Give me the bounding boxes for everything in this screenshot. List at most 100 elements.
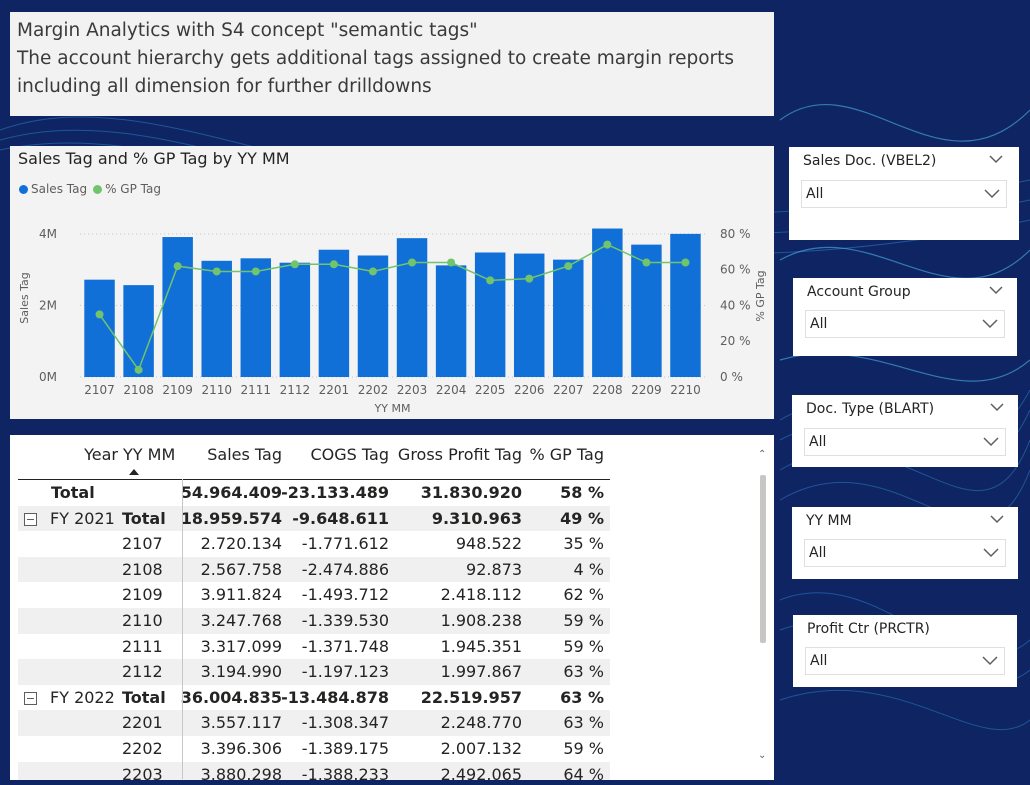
cell-sales: 54.964.409: [180, 483, 282, 502]
table-row[interactable]: 2107 2.720.134 -1.771.612 948.522 35 %: [18, 531, 610, 557]
slicer-value: All: [806, 186, 824, 202]
col-header-sales[interactable]: Sales Tag: [207, 445, 282, 464]
cell-cogs: -1.197.123: [301, 662, 389, 682]
slicer-dropdown[interactable]: All: [805, 310, 1005, 338]
cell-sales: 18.959.574: [180, 508, 282, 528]
cell-pct: 49 %: [560, 508, 604, 528]
bar-sales-tag: [123, 285, 154, 377]
slicer-yymm[interactable]: YY MM All: [792, 507, 1018, 579]
slicer-dropdown[interactable]: All: [805, 647, 1005, 675]
cell-pct: 63 %: [563, 662, 604, 682]
slicer-doc-type[interactable]: Doc. Type (BLART) All: [792, 395, 1018, 467]
chart-legend: Sales Tag % GP Tag: [19, 182, 167, 196]
table-scrollbar[interactable]: ⌃ ⌄: [758, 445, 770, 770]
table-row[interactable]: 2111 3.317.099 -1.371.748 1.945.351 59 %: [18, 634, 610, 660]
grand-total-row[interactable]: Total 54.964.409 -23.133.489 31.830.920 58 %: [18, 480, 610, 506]
cell-yymm: 2203: [122, 764, 163, 780]
bar-sales-tag: [592, 228, 623, 377]
cell-sales: 3.880.298: [200, 764, 282, 780]
table-row[interactable]: 2201 3.557.117 -1.308.347 2.248.770 63 %: [18, 710, 610, 736]
cell-yymm: 2110: [122, 611, 163, 630]
cell-sales: 36.004.835: [180, 687, 282, 707]
table-row[interactable]: 2203 3.880.298 -1.388.233 2.492.065 64 %: [18, 761, 610, 780]
slicer-profit-ctr[interactable]: Profit Ctr (PRCTR) All: [793, 615, 1017, 687]
cell-pct: 63 %: [560, 687, 604, 707]
scroll-up-icon[interactable]: ⌃: [758, 449, 767, 460]
cell-gp: 2.492.065: [440, 764, 522, 780]
chevron-down-icon[interactable]: [990, 402, 1004, 412]
scroll-thumb[interactable]: [760, 475, 766, 643]
point-gp-tag: [368, 267, 377, 276]
x-tick-label: 2108: [123, 383, 154, 397]
col-header-gp[interactable]: Gross Profit Tag: [397, 445, 522, 464]
subtotal-row[interactable]: FY 2021 Total 18.959.574 -9.648.611 9.310.96…: [18, 505, 610, 532]
chevron-down-icon[interactable]: [990, 514, 1004, 524]
cell-gp: 2.418.112: [440, 585, 522, 605]
point-gp-tag: [447, 258, 456, 267]
bar-sales-tag: [513, 253, 545, 377]
x-tick-label: 2110: [201, 383, 232, 397]
margin-matrix[interactable]: Year YY MM Sales Tag COGS Tag Gross Prof…: [10, 435, 774, 780]
bar-sales-tag: [201, 260, 232, 377]
point-gp-tag: [134, 365, 143, 374]
chart-title: Sales Tag and % GP Tag by YY MM: [18, 149, 290, 168]
cell-yymm: 2111: [122, 636, 163, 656]
legend-item-sales[interactable]: Sales Tag: [19, 182, 87, 196]
cell-pct: 58 %: [560, 483, 604, 502]
slicer-value: All: [809, 545, 827, 561]
cell-gp: 1.997.867: [440, 662, 522, 682]
legend-label-sales: Sales Tag: [31, 182, 88, 196]
bar-sales-tag: [240, 258, 272, 377]
cell-year: FY 2022: [50, 687, 115, 707]
collapse-icon[interactable]: [24, 691, 37, 705]
slicer-value: All: [810, 653, 828, 669]
slicer-sales-doc[interactable]: Sales Doc. (VBEL2) All: [789, 147, 1019, 240]
slicer-dropdown[interactable]: All: [804, 539, 1006, 567]
table-row[interactable]: 2112 3.194.990 -1.197.123 1.997.867 63 %: [18, 659, 610, 685]
cell-sales: 3.557.117: [200, 713, 282, 733]
cell-sales: 2.567.758: [200, 559, 282, 579]
dropdown-chevron-icon: [982, 656, 998, 666]
legend-dot-sales: [19, 184, 28, 194]
table-row[interactable]: 2110 3.247.768 -1.339.530 1.908.238 59 %: [18, 608, 610, 634]
slicer-title: Doc. Type (BLART): [806, 401, 935, 417]
point-gp-tag: [486, 276, 495, 285]
subtotal-row[interactable]: FY 2022 Total 36.004.835 -13.484.878 22.519.…: [18, 685, 610, 711]
chevron-down-icon[interactable]: [989, 285, 1003, 295]
cell-pct: 63 %: [563, 713, 604, 733]
point-gp-tag: [212, 267, 221, 276]
y-tick-label: 4M: [39, 227, 57, 241]
legend-dot-gp: [93, 184, 103, 194]
slicer-title: Account Group: [807, 284, 911, 300]
slicer-account-group[interactable]: Account Group All: [793, 278, 1017, 356]
cell-yymm: 2107: [122, 534, 163, 554]
cell-yymm: 2109: [122, 585, 163, 605]
col-header-yymm[interactable]: YY MM: [123, 445, 176, 464]
cell-yymm: 2201: [122, 713, 163, 733]
col-header-cogs[interactable]: COGS Tag: [310, 445, 390, 464]
point-gp-tag: [564, 262, 573, 271]
point-gp-tag: [642, 258, 651, 267]
table-row[interactable]: 2202 3.396.306 -1.389.175 2.007.132 59 %: [18, 736, 610, 762]
slicer-dropdown[interactable]: All: [804, 428, 1006, 456]
bar-sales-tag: [670, 233, 701, 377]
table-row[interactable]: 2108 2.567.758 -2.474.886 92.873 4 %: [18, 556, 610, 583]
cell-yymm: 2108: [122, 559, 163, 579]
cell-sales: 3.911.824: [200, 585, 282, 605]
cell-yymm: 2112: [122, 662, 163, 682]
slicer-dropdown[interactable]: All: [801, 180, 1007, 208]
table-row[interactable]: 2109 3.911.824 -1.493.712 2.418.112 62 %: [18, 582, 610, 608]
chevron-down-icon[interactable]: [989, 154, 1003, 164]
x-tick-label: 2210: [670, 383, 701, 397]
description-line-2: The account hierarchy gets additional ta…: [17, 48, 735, 69]
legend-item-gp[interactable]: % GP Tag: [93, 182, 161, 196]
collapse-icon[interactable]: [24, 512, 37, 526]
header-divider: [18, 479, 610, 480]
col-header-pct[interactable]: % GP Tag: [529, 445, 604, 464]
cell-pct: 64 %: [563, 764, 604, 780]
scroll-down-icon[interactable]: ⌄: [758, 750, 767, 761]
col-header-year[interactable]: Year: [84, 445, 118, 464]
slicer-title: Profit Ctr (PRCTR): [807, 621, 930, 637]
slicer-value: All: [809, 434, 827, 450]
sales-gp-chart[interactable]: Sales Tag and % GP Tag by YY MM Sales Ta…: [10, 146, 774, 419]
